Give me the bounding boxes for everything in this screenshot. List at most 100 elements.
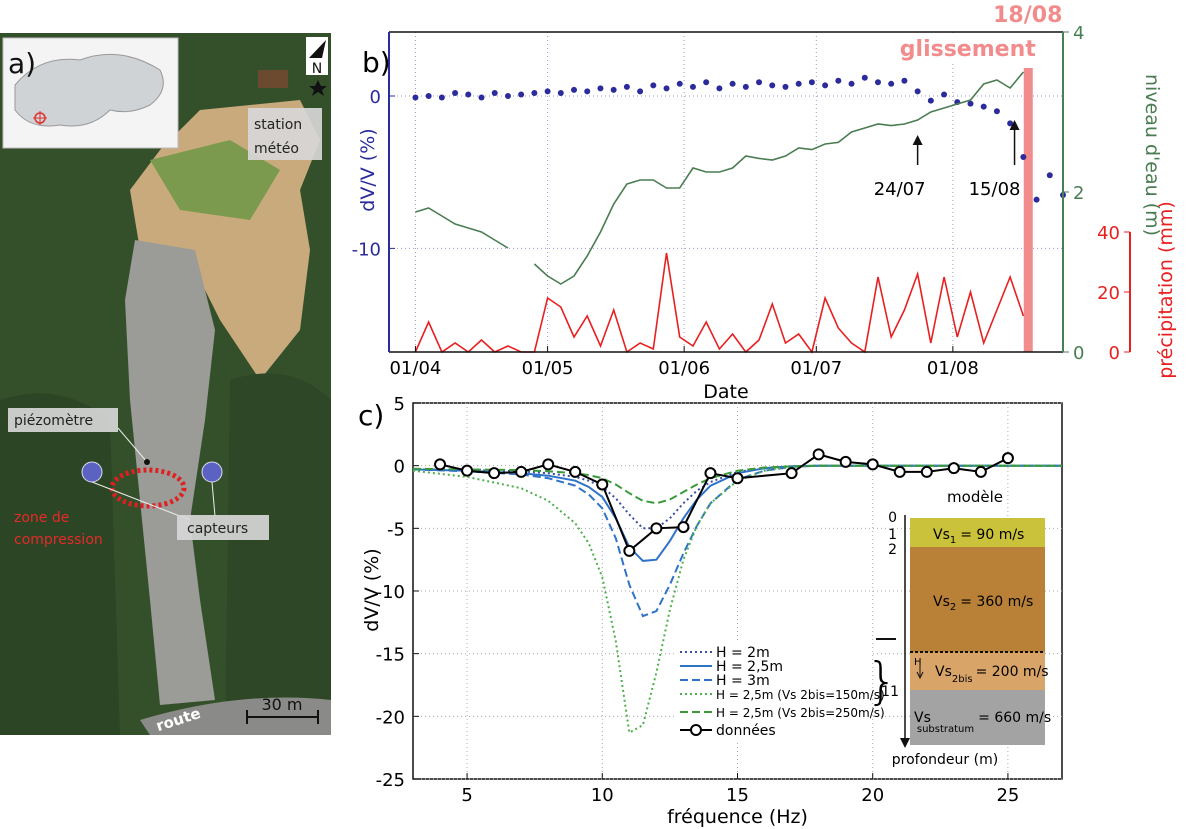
data-point: [531, 89, 538, 96]
series-line: [412, 464, 1062, 505]
building: [258, 70, 288, 88]
data-point: [425, 93, 432, 99]
sensor: [81, 461, 103, 483]
data-point: [1046, 172, 1053, 179]
data-point: [703, 79, 710, 86]
series-line: [415, 71, 1025, 285]
data-point: [756, 79, 763, 86]
station-box: [248, 108, 322, 160]
y-tick-label: -25: [376, 770, 405, 791]
data-point: [504, 93, 511, 99]
data-point: [1001, 452, 1014, 465]
y-tick-label: -15: [376, 645, 405, 666]
y-tick-label: -20: [376, 707, 405, 728]
data-point: [822, 82, 829, 89]
data-point: [676, 80, 683, 87]
data-point: [478, 94, 485, 101]
data-point: [812, 448, 825, 461]
data-point: [947, 462, 960, 475]
panel-label: c): [358, 399, 384, 432]
legend-marker: [690, 724, 702, 736]
layer: [910, 690, 1045, 745]
data-point: [888, 80, 895, 87]
y-tick-label: 0: [394, 457, 405, 478]
data-point: [663, 85, 670, 92]
layer-label: Vs substratum = 660 m/s: [914, 710, 1051, 735]
panel-label: a): [8, 47, 36, 80]
data-point: [544, 88, 551, 95]
series-line: [414, 252, 1025, 354]
data-point: [1033, 196, 1040, 203]
sensors-label: capteurs: [187, 521, 248, 537]
y3-tick-label: 20: [1097, 283, 1120, 304]
layer: [910, 547, 1045, 652]
depth-label: 11: [881, 684, 899, 700]
x-axis-label: Date: [703, 381, 748, 403]
y-axis-label: dV/V (%): [361, 548, 383, 631]
vs-symbol: Vs: [935, 664, 952, 680]
x-tick-label: 01/06: [658, 358, 710, 379]
data-point: [452, 89, 459, 96]
data-point: [689, 83, 696, 90]
data-point: [488, 467, 501, 480]
piezometer-point: [144, 459, 150, 465]
layer-label: Vs1 = 90 m/s: [933, 527, 1024, 546]
data-point: [584, 88, 591, 95]
y2-tick-label: 4: [1073, 23, 1084, 44]
data-point: [597, 85, 604, 92]
y-tick-label: -10: [376, 582, 405, 603]
zone-label: zone de: [14, 510, 69, 526]
vs-value: = 90 m/s: [960, 527, 1024, 543]
data-point: [893, 465, 906, 478]
y-tick-label: 5: [394, 394, 405, 415]
data-point: [729, 80, 736, 87]
data-point: [839, 455, 852, 468]
leader-line: [91, 481, 216, 521]
data-point: [438, 94, 445, 101]
layer: [910, 652, 1045, 690]
y3-axis-label: précipitation (mm): [1155, 201, 1177, 379]
data-point: [623, 83, 630, 90]
legend-box: [676, 643, 872, 743]
data-point: [742, 83, 749, 90]
data-point: [835, 77, 842, 84]
station-label: station: [254, 117, 302, 133]
depth-label: 0: [888, 510, 897, 526]
data-point: [557, 89, 564, 96]
bracket: }: [866, 652, 898, 710]
event-date: 18/08: [993, 3, 1062, 28]
arrow-label: 15/08: [969, 179, 1021, 200]
data-point: [901, 77, 908, 84]
meadow: [150, 140, 280, 220]
x-tick-label: 20: [861, 785, 884, 806]
trees: [0, 393, 120, 735]
data-point: [927, 97, 934, 104]
data-point: [874, 79, 881, 86]
vs-sub: 1: [950, 535, 956, 546]
x-tick-label: 01/08: [927, 358, 979, 379]
data-point: [571, 86, 578, 93]
x-tick-label: 01/05: [522, 358, 574, 379]
vs-value: = 660 m/s: [978, 710, 1051, 726]
y-tick-label: 0: [370, 87, 381, 108]
data-point: [623, 544, 636, 557]
data-point: [980, 103, 987, 110]
data-point: [465, 91, 472, 98]
data-point: [637, 88, 644, 95]
data-point: [542, 458, 555, 471]
arrow-head: [1009, 120, 1020, 130]
data-point: [1007, 120, 1014, 127]
layer-label: Vs2 = 360 m/s: [933, 594, 1033, 613]
legend-label: données: [716, 723, 776, 739]
x-tick-label: 01/04: [389, 358, 441, 379]
y2-tick-label: 0: [1073, 343, 1084, 364]
sensor: [201, 461, 223, 483]
compression-zone: [109, 467, 187, 509]
sensors-box: [177, 515, 269, 540]
data-point: [920, 465, 933, 478]
y2-axis-label: niveau d'eau (m): [1141, 74, 1163, 236]
data-point: [993, 108, 1000, 115]
event-label: glissement: [900, 37, 1036, 62]
